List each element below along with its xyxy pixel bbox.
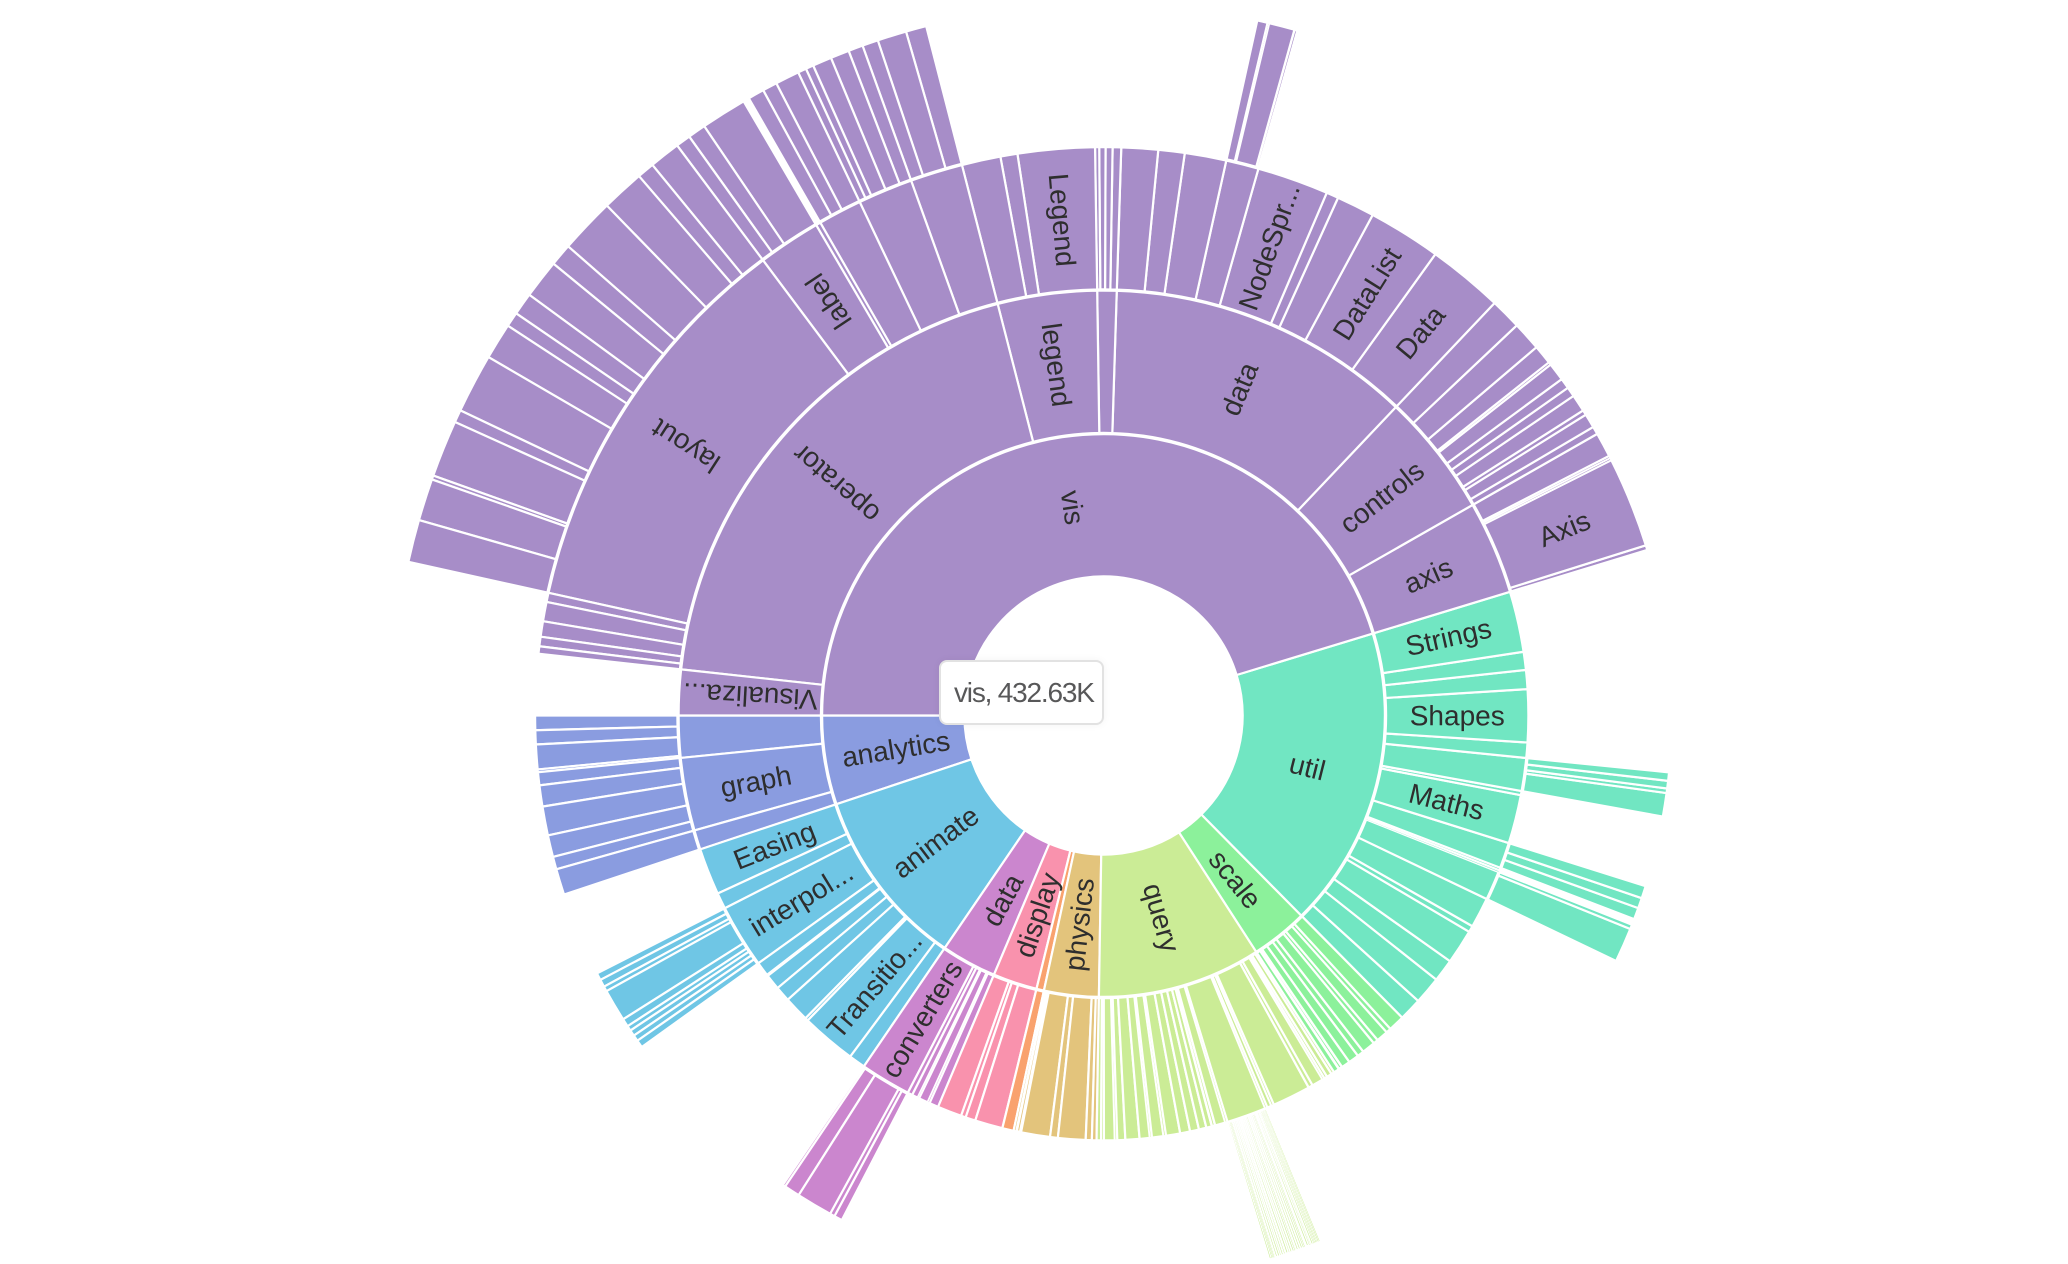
svg-text:Visualiza...: Visualiza... <box>682 677 818 715</box>
svg-text:vis: vis <box>1055 488 1091 526</box>
svg-text:Legend: Legend <box>1043 172 1082 268</box>
svg-text:Shapes: Shapes <box>1410 700 1505 731</box>
